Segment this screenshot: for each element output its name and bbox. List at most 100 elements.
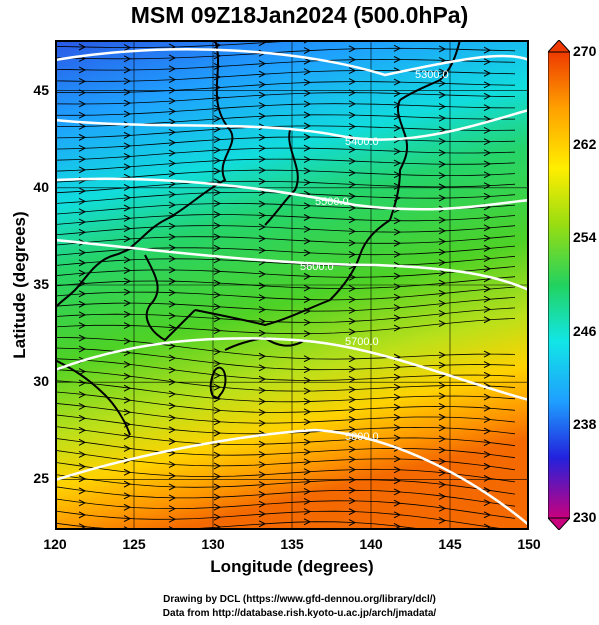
wind-arrow bbox=[168, 255, 177, 263]
wind-streamlines bbox=[55, 40, 516, 530]
wind-arrow bbox=[303, 272, 312, 280]
wind-arrow bbox=[123, 204, 132, 212]
wind-arrow bbox=[258, 223, 267, 231]
wind-arrow bbox=[483, 58, 492, 66]
wind-arrow bbox=[348, 157, 357, 165]
wind-arrow bbox=[258, 294, 267, 302]
wind-arrow bbox=[213, 395, 222, 403]
wind-arrow bbox=[78, 249, 87, 257]
wind-arrow bbox=[258, 155, 267, 163]
wind-arrow bbox=[393, 228, 402, 236]
wind-arrow bbox=[348, 181, 357, 188]
wind-arrow bbox=[213, 360, 222, 368]
wind-arrow bbox=[168, 515, 177, 523]
wind-arrow bbox=[168, 222, 177, 230]
wind-arrow bbox=[123, 55, 132, 63]
wind-arrow bbox=[258, 500, 267, 508]
wind-arrow bbox=[303, 144, 312, 152]
wind-arrow bbox=[438, 469, 447, 477]
wind-arrow bbox=[348, 406, 357, 414]
wind-arrow bbox=[483, 295, 492, 303]
wind-arrow bbox=[483, 104, 492, 112]
wind-arrow bbox=[303, 167, 312, 175]
wind-arrow bbox=[213, 291, 222, 299]
credit-drawing: Drawing by DCL (https://www.gfd-dennou.o… bbox=[163, 594, 436, 605]
y-tick-label: 40 bbox=[33, 178, 49, 195]
wind-arrow bbox=[438, 149, 447, 157]
wind-arrow bbox=[438, 126, 447, 134]
wind-arrow bbox=[348, 296, 357, 303]
wind-arrow bbox=[303, 225, 312, 233]
wind-arrow bbox=[303, 498, 312, 505]
wind-arrow bbox=[213, 493, 222, 501]
wind-arrow bbox=[348, 100, 357, 108]
wind-arrow bbox=[483, 511, 492, 519]
wind-arrow bbox=[303, 330, 312, 338]
wind-arrow bbox=[348, 486, 357, 494]
streamline bbox=[55, 225, 516, 236]
wind-arrow bbox=[303, 237, 312, 245]
wind-arrow bbox=[258, 481, 267, 488]
wind-arrow bbox=[78, 259, 87, 267]
y-axis-label: Latitude (degrees) bbox=[10, 211, 29, 359]
wind-arrow bbox=[78, 144, 87, 152]
wind-arrow bbox=[168, 438, 177, 445]
streamline bbox=[55, 255, 516, 267]
wind-arrow bbox=[168, 324, 177, 332]
wind-arrow bbox=[303, 111, 312, 119]
wind-arrow bbox=[348, 89, 357, 97]
wind-arrow bbox=[168, 378, 177, 386]
wind-arrow bbox=[438, 435, 447, 443]
wind-arrow bbox=[123, 267, 132, 274]
x-tick-label: 135 bbox=[280, 536, 304, 552]
y-tick-label: 30 bbox=[33, 373, 49, 390]
wind-arrow bbox=[393, 373, 402, 381]
streamline bbox=[55, 297, 516, 312]
wind-arrow bbox=[303, 468, 312, 476]
wind-arrow bbox=[258, 60, 267, 68]
colorbar-min-arrow bbox=[548, 517, 570, 530]
wind-arrow bbox=[483, 46, 492, 54]
wind-arrow bbox=[483, 451, 492, 458]
wind-arrow bbox=[348, 111, 357, 119]
wind-arrow bbox=[123, 277, 132, 285]
wind-arrow bbox=[258, 102, 267, 110]
wind-arrow bbox=[303, 100, 312, 108]
wind-arrow bbox=[258, 91, 267, 99]
wind-arrow bbox=[483, 316, 492, 324]
wind-arrow bbox=[213, 146, 222, 154]
wind-arrow bbox=[123, 288, 132, 296]
wind-arrow bbox=[168, 149, 177, 157]
wind-arrow bbox=[168, 505, 177, 513]
wind-arrow bbox=[303, 448, 312, 456]
streamline bbox=[55, 437, 516, 459]
streamline bbox=[55, 474, 516, 495]
wind-arrow bbox=[258, 134, 267, 141]
wind-arrow bbox=[348, 466, 357, 474]
streamline bbox=[55, 402, 516, 424]
wind-arrow bbox=[393, 477, 402, 485]
wind-arrow bbox=[168, 483, 177, 491]
wind-arrow bbox=[78, 66, 87, 74]
streamline bbox=[55, 125, 516, 139]
wind-arrow bbox=[348, 386, 357, 393]
wind-arrow bbox=[483, 244, 492, 252]
wind-arrow bbox=[213, 473, 222, 480]
wind-arrow bbox=[258, 282, 267, 290]
wind-arrow bbox=[258, 375, 267, 383]
x-tick-label: 125 bbox=[122, 536, 146, 552]
wind-arrow bbox=[258, 386, 267, 394]
wind-arrow bbox=[168, 461, 177, 469]
wind-arrow bbox=[213, 222, 222, 230]
wind-arrow bbox=[123, 184, 132, 191]
streamline bbox=[55, 358, 516, 381]
wind-arrow bbox=[483, 213, 492, 221]
wind-arrow bbox=[348, 169, 357, 177]
wind-arrow bbox=[168, 342, 177, 350]
wind-arrow bbox=[348, 416, 357, 423]
wind-arrow bbox=[123, 322, 132, 330]
wind-arrow bbox=[438, 516, 447, 524]
wind-arrow bbox=[393, 393, 402, 401]
wind-arrow bbox=[168, 139, 177, 147]
wind-arrow bbox=[213, 104, 222, 112]
